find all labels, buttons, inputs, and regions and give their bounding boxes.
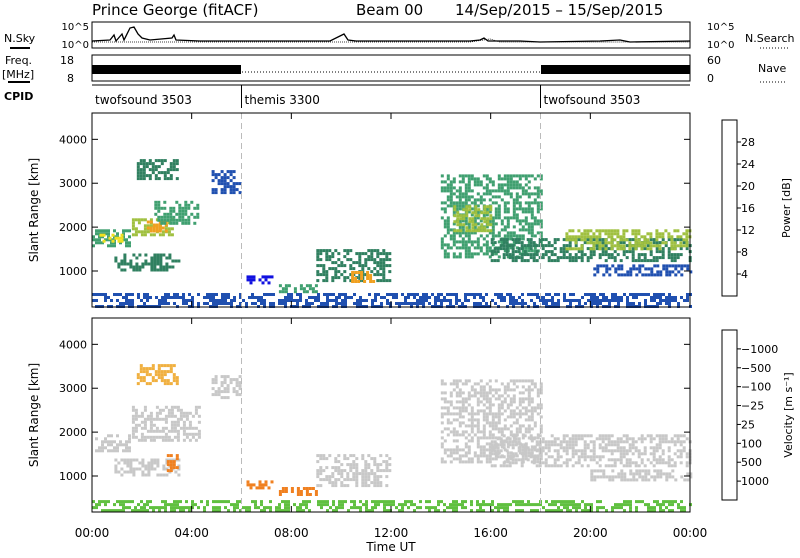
nave-label: Nave	[758, 62, 786, 75]
power-background	[92, 113, 690, 307]
power-ytick-label-3: 4000	[59, 133, 87, 146]
freq-label-2: [MHz]	[2, 68, 34, 81]
freq-block-1	[92, 65, 241, 74]
power-patch-4	[154, 200, 200, 225]
x-tick-label-0: 00:00	[75, 526, 110, 540]
velocity-patch-3	[114, 458, 181, 477]
power-patch-13	[453, 205, 493, 233]
nsearch-trace	[92, 38, 690, 43]
velocity-patch-4	[166, 454, 179, 473]
velocity-patch-2	[136, 364, 179, 386]
power-patch-6	[114, 253, 181, 272]
power-patch-5	[136, 159, 179, 181]
power-colorbar-tick-label-6: 28	[741, 136, 755, 149]
velocity-patch-11	[590, 469, 693, 482]
power-patch-8	[246, 275, 274, 285]
power-colorbar-tick-label-2: 12	[741, 224, 755, 237]
velocity-patch-0	[95, 434, 131, 453]
power-ytick-label-1: 2000	[59, 221, 87, 234]
station-title: Prince George (fitACF)	[92, 1, 258, 19]
velocity-colorbar-tick-label-2: 100	[741, 437, 762, 450]
date-range: 14/Sep/2015 – 15/Sep/2015	[455, 1, 663, 19]
power-colorbar-tick-label-1: 8	[741, 246, 748, 259]
cpid-label: CPID	[4, 90, 33, 103]
cpid-segment-label-2: twofsound 3503	[544, 93, 641, 107]
power-patch-14	[490, 238, 692, 263]
power-panel: 1000 2000 3000 4000 Slant Range [km]	[27, 112, 693, 308]
velocity-colorbar-label: Velocity [m s⁻¹]	[782, 372, 795, 457]
velocity-panel: 1000 2000 3000 4000 Slant Range [km]	[27, 317, 693, 513]
power-colorbar: 4 8 12 16 20 24 28 Power [dB]	[721, 119, 793, 297]
freq-right-tick-bottom: 0	[707, 72, 714, 85]
velocity-patch-12	[92, 500, 692, 513]
power-colorbar-tick-label-5: 24	[741, 158, 755, 171]
power-colorbar-frame	[721, 119, 738, 297]
velocity-colorbar: 1000 500 100 25 −25 −100 −500 −1000 Velocity [m …	[721, 329, 795, 501]
power-ytick-label-0: 1000	[59, 265, 87, 278]
freq-right-tick-top: 60	[707, 54, 721, 67]
power-patch-15	[565, 229, 692, 251]
x-tick-label-5: 20:00	[573, 526, 608, 540]
freq-label-1: Freq.	[5, 54, 32, 67]
x-axis-label: Time UT	[365, 540, 416, 554]
velocity-colorbar-frame	[721, 329, 738, 501]
noise-right-tick-top: 10^5	[707, 22, 734, 33]
cpid-segment-label-0: twofsound 3503	[95, 93, 192, 107]
velocity-patch-1	[131, 405, 201, 442]
velocity-colorbar-tick-label-6: −500	[741, 362, 771, 375]
power-colorbar-tick-label-0: 4	[741, 268, 748, 281]
nsearch-label: N.Search	[745, 32, 795, 45]
x-tick-label-6: 00:00	[673, 526, 708, 540]
velocity-ytick-label-0: 1000	[59, 470, 87, 483]
velocity-ytick-label-1: 2000	[59, 426, 87, 439]
velocity-colorbar-tick-label-0: 1000	[741, 475, 769, 488]
noise-right-tick-bottom: 10^0	[707, 40, 734, 51]
power-patch-10	[316, 249, 392, 283]
power-ylabel: Slant Range [km]	[27, 158, 41, 262]
time-axis: 00:00 04:00 08:00 12:00 16:00 20:00 00:00	[75, 526, 708, 540]
velocity-colorbar-tick-label-3: 25	[741, 418, 755, 431]
velocity-patch-9	[440, 379, 543, 464]
noise-left-tick-top: 10^5	[62, 22, 89, 33]
power-patch-9	[278, 284, 318, 294]
velocity-colorbar-tick-label-4: −25	[741, 400, 764, 413]
freq-block-2	[541, 65, 690, 74]
freq-left-tick-top: 18	[60, 54, 74, 67]
freq-left-tick-bottom: 8	[67, 72, 74, 85]
velocity-ylabel: Slant Range [km]	[27, 363, 41, 467]
velocity-patch-8	[316, 454, 392, 488]
power-patch-7	[211, 170, 242, 195]
velocity-colorbar-tick-label-7: −1000	[741, 343, 778, 356]
velocity-patch-5	[211, 375, 242, 400]
x-tick-label-1: 04:00	[174, 526, 209, 540]
beam-label: Beam 00	[356, 1, 423, 19]
power-colorbar-tick-label-4: 20	[741, 180, 755, 193]
power-ytick-label-2: 3000	[59, 177, 87, 190]
noise-left-tick-bottom: 10^0	[62, 40, 89, 51]
velocity-ytick-label-2: 3000	[59, 382, 87, 395]
power-patch-11	[351, 271, 376, 283]
x-tick-label-3: 12:00	[374, 526, 409, 540]
velocity-ytick-label-3: 4000	[59, 338, 87, 351]
x-tick-label-2: 08:00	[274, 526, 309, 540]
cpid-segments: twofsound 3503 themis 3300 twofsound 3503	[95, 85, 640, 108]
x-tick-label-4: 16:00	[473, 526, 508, 540]
cpid-segment-label-1: themis 3300	[245, 93, 320, 107]
power-colorbar-tick-label-3: 16	[741, 202, 755, 215]
nsky-label: N.Sky	[4, 32, 36, 45]
velocity-patch-7	[278, 487, 318, 496]
velocity-colorbar-tick-label-1: 500	[741, 456, 762, 469]
noise-panel	[91, 21, 691, 49]
velocity-patch-6	[246, 480, 274, 490]
power-patch-16	[593, 264, 693, 277]
power-colorbar-label: Power [dB]	[780, 178, 793, 238]
nsky-trace	[91, 26, 691, 43]
velocity-colorbar-tick-label-5: −100	[741, 381, 771, 394]
power-patch-1	[99, 233, 124, 243]
velocity-patch-10	[490, 434, 692, 468]
